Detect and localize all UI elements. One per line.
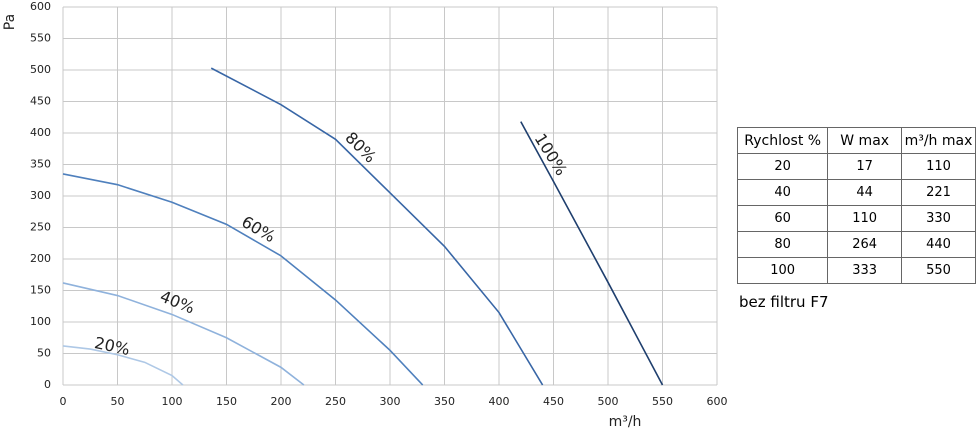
- y-tick-label: 150: [30, 284, 51, 297]
- x-tick-label: 500: [598, 395, 619, 408]
- y-tick-label: 0: [44, 378, 51, 391]
- table-cell: 17: [827, 153, 902, 180]
- curve-label: 60%: [238, 212, 278, 246]
- x-tick-label: 600: [707, 395, 728, 408]
- table-row: 60 110 330: [736, 205, 976, 232]
- x-tick-label: 300: [380, 395, 401, 408]
- table-row: 20 17 110: [736, 153, 976, 180]
- table-cell: 440: [901, 231, 976, 258]
- y-tick-label: 350: [30, 158, 51, 171]
- table-cell: 333: [827, 257, 902, 284]
- y-tick-label: 600: [30, 0, 51, 13]
- curve: [62, 173, 424, 386]
- curve: [62, 282, 305, 386]
- x-tick-label: 150: [216, 395, 237, 408]
- x-tick-label: 400: [489, 395, 510, 408]
- y-tick-label: 100: [30, 315, 51, 328]
- x-tick-label: 350: [434, 395, 455, 408]
- table-cell: 330: [901, 205, 976, 232]
- x-tick-label: 50: [111, 395, 125, 408]
- x-tick-label: 550: [652, 395, 673, 408]
- curve-label: 40%: [157, 287, 197, 318]
- table-cell: 550: [901, 257, 976, 284]
- x-axis-label: m³/h: [609, 414, 642, 430]
- curve: [210, 67, 544, 386]
- curve: [520, 121, 664, 386]
- table-cell: 264: [827, 231, 902, 258]
- curve-label: 100%: [531, 130, 571, 179]
- x-tick-label: 100: [162, 395, 183, 408]
- table-row: 100 333 550: [736, 257, 976, 284]
- table-cell: 80: [736, 231, 829, 258]
- curve-label: 80%: [341, 128, 380, 167]
- curve-label: 20%: [93, 333, 132, 359]
- y-tick-label: 400: [30, 126, 51, 139]
- table-cell: 110: [827, 205, 902, 232]
- table-cell: 20: [736, 153, 829, 180]
- table-row: 40 44 221: [736, 179, 976, 206]
- x-tick-label: 200: [271, 395, 292, 408]
- curve: [62, 345, 184, 386]
- table-row: 80 264 440: [736, 231, 976, 258]
- y-axis-label: Pa: [2, 14, 18, 30]
- spec-table: Rychlost % W max m³/h max 20 17 110 40 44 221 60 1…: [736, 127, 976, 284]
- y-tick-label: 450: [30, 95, 51, 108]
- x-tick-label: 250: [325, 395, 346, 408]
- header-cell: m³/h max: [901, 127, 976, 154]
- note: bez filtru F7: [739, 293, 829, 311]
- y-tick-label: 500: [30, 63, 51, 76]
- header-cell: Rychlost %: [736, 127, 829, 154]
- x-tick-label: 0: [60, 395, 67, 408]
- table-cell: 110: [901, 153, 976, 180]
- x-tick-label: 450: [543, 395, 564, 408]
- y-tick-label: 250: [30, 221, 51, 234]
- table-cell: 44: [827, 179, 902, 206]
- table-cell: 100: [736, 257, 829, 284]
- header-cell: W max: [827, 127, 902, 154]
- y-tick-label: 200: [30, 252, 51, 265]
- y-tick-label: 50: [37, 347, 51, 360]
- table-cell: 60: [736, 205, 829, 232]
- table-cell: 221: [901, 179, 976, 206]
- header-row: Rychlost % W max m³/h max: [736, 127, 976, 154]
- y-tick-label: 300: [30, 189, 51, 202]
- table-cell: 40: [736, 179, 829, 206]
- y-tick-label: 550: [30, 32, 51, 45]
